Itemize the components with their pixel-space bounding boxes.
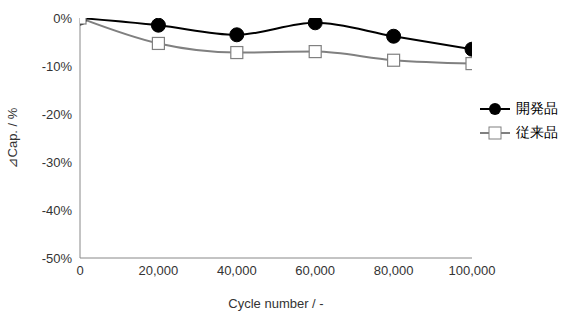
html-text:従来品: 従来品 xyxy=(516,124,558,140)
svg-text:-20%: -20% xyxy=(42,107,73,122)
svg-text:60,000: 60,000 xyxy=(295,263,335,278)
svg-text:80,000: 80,000 xyxy=(374,263,414,278)
html-text:開発品: 開発品 xyxy=(516,100,558,116)
svg-text:-10%: -10% xyxy=(42,59,73,74)
svg-text:0%: 0% xyxy=(53,11,72,26)
svg-text:-30%: -30% xyxy=(42,155,73,170)
svg-text:Cycle number / -: Cycle number / - xyxy=(228,296,323,311)
svg-text:-50%: -50% xyxy=(42,251,73,266)
svg-text:-40%: -40% xyxy=(42,203,73,218)
svg-text:⊿Cap. / %: ⊿Cap. / % xyxy=(8,107,20,168)
svg-text:40,000: 40,000 xyxy=(217,263,257,278)
svg-text:0: 0 xyxy=(76,263,83,278)
svg-text:100,000: 100,000 xyxy=(449,263,496,278)
svg-text:20,000: 20,000 xyxy=(139,263,179,278)
